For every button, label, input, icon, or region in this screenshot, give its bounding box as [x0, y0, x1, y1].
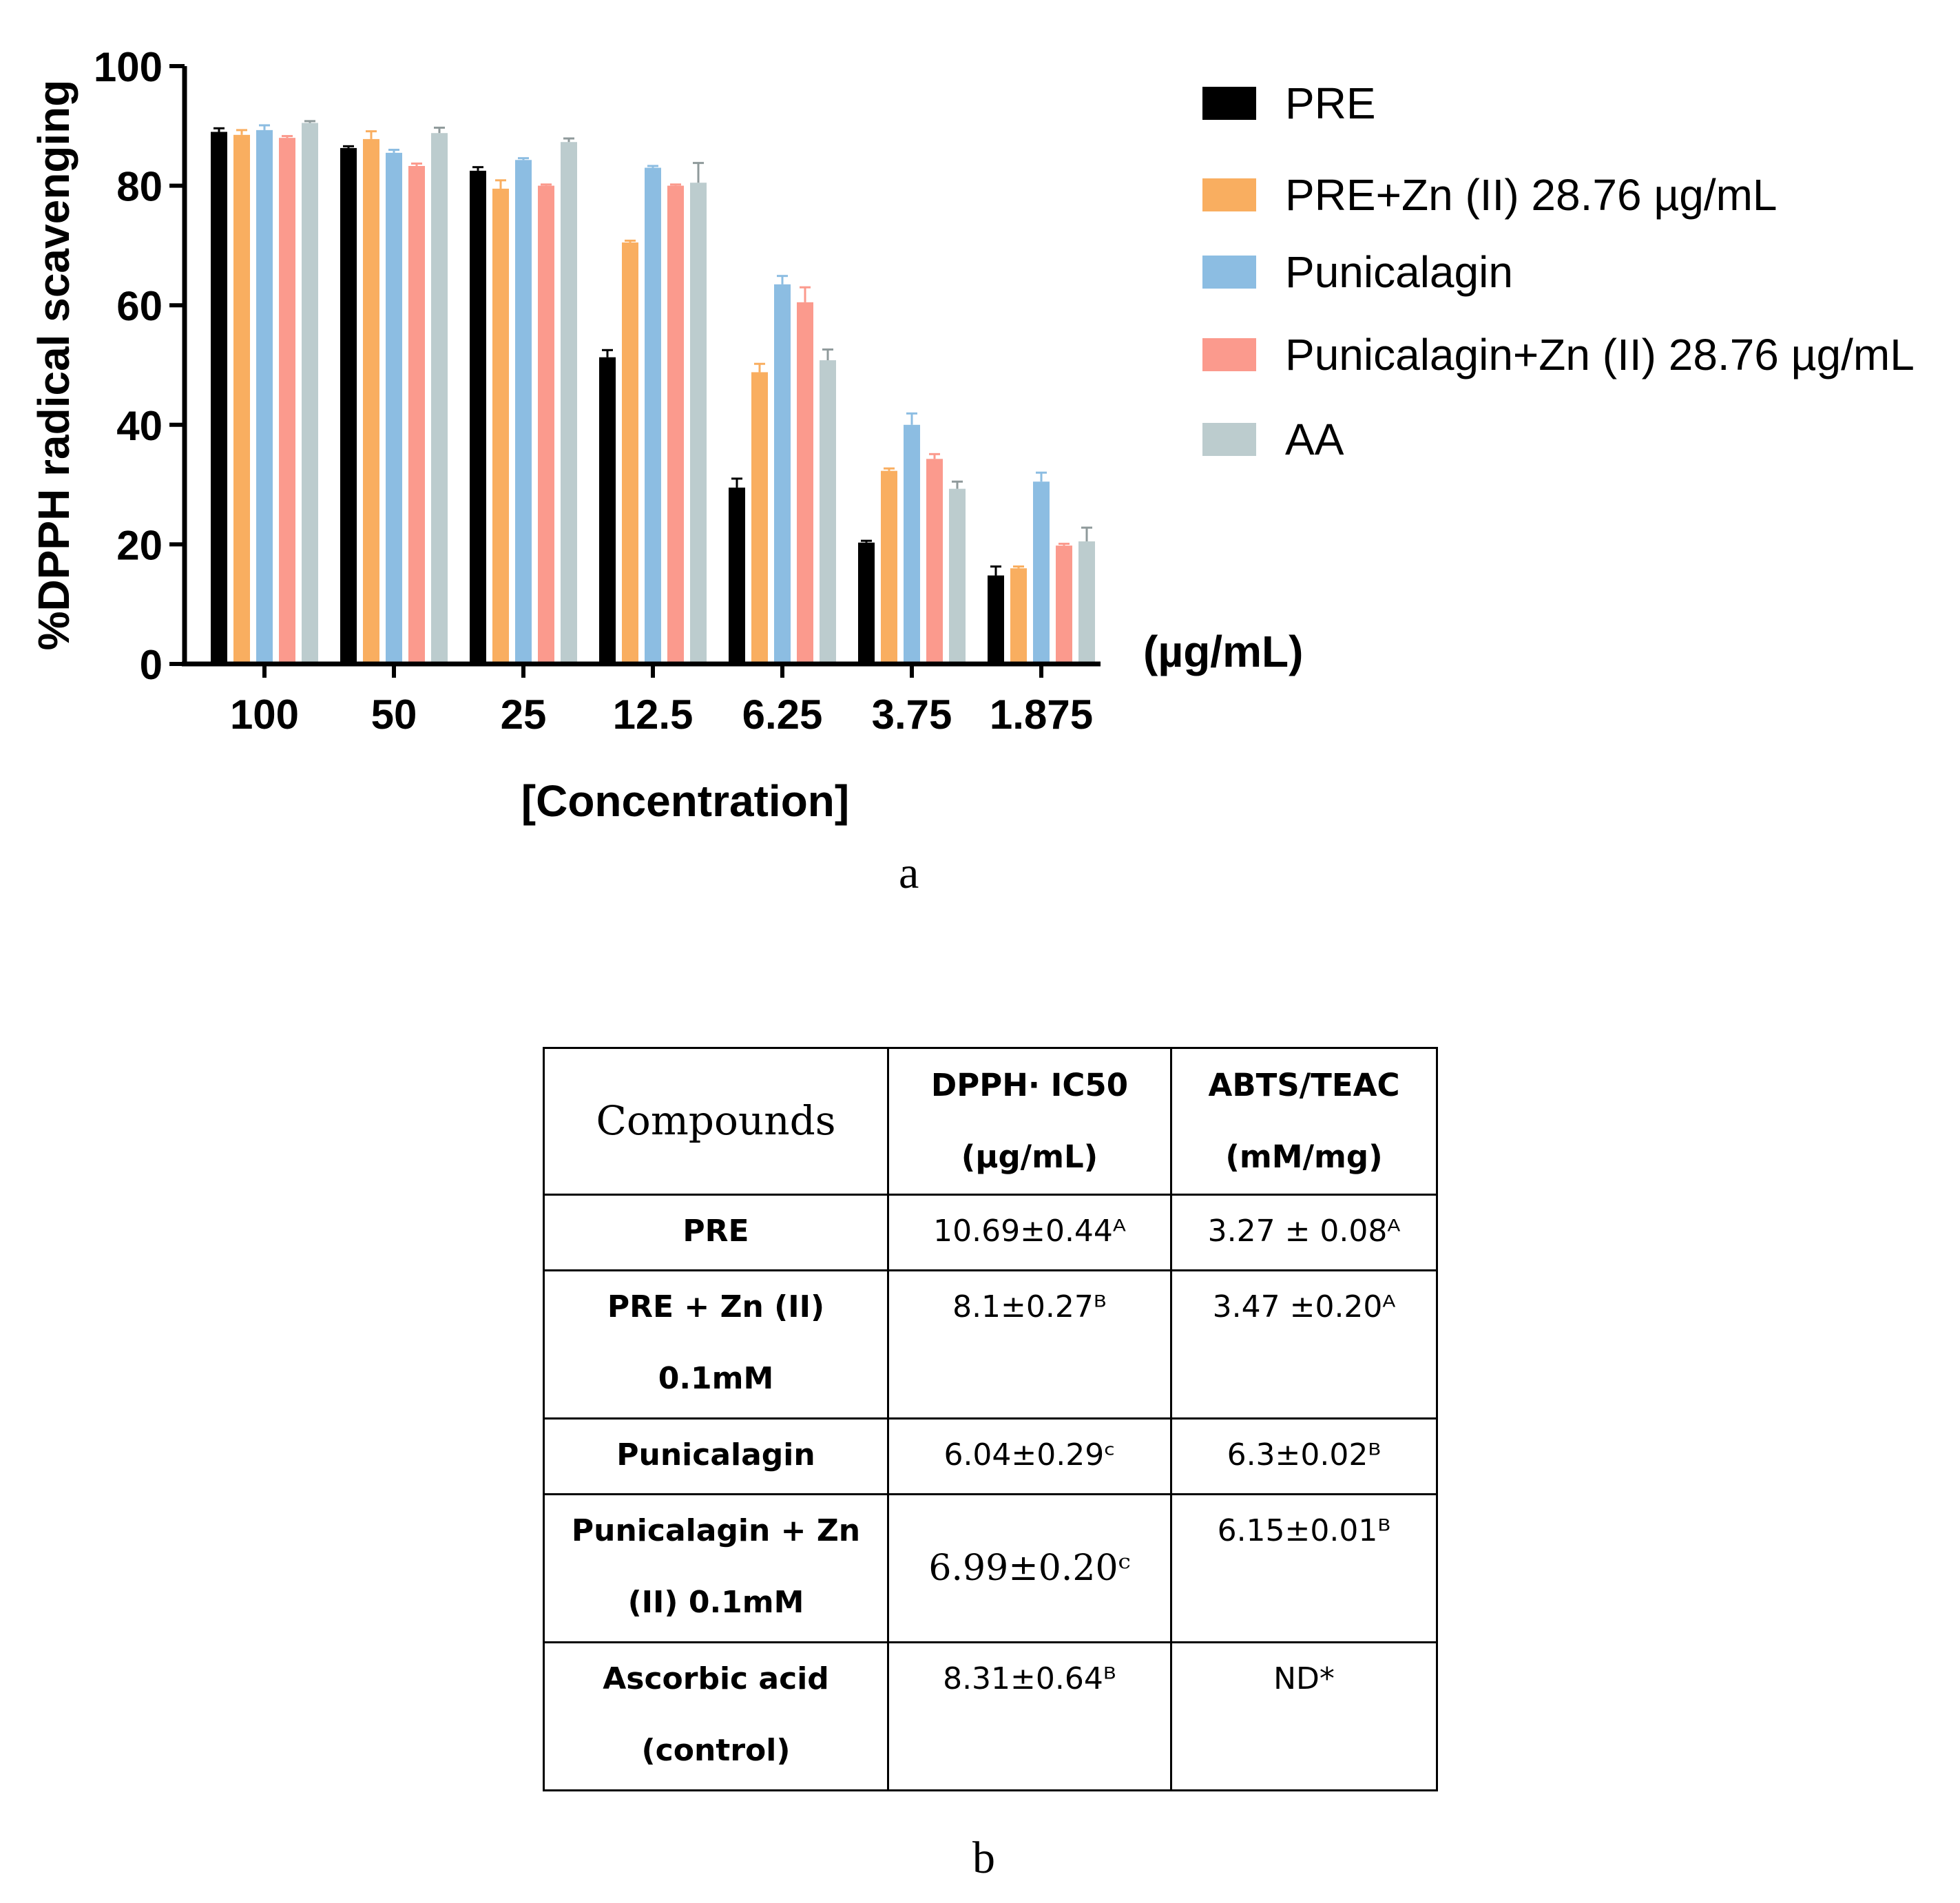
bar: [515, 160, 532, 664]
y-tick-label: 0: [140, 642, 163, 688]
x-axis-title: [Concentration]: [521, 776, 849, 826]
row-teac: 3.27 ± 0.08ᴬ: [1170, 1194, 1438, 1271]
header-dpph-ic50: DPPH· IC50 (µg/mL): [887, 1047, 1172, 1196]
row-name: Punicalagin: [543, 1417, 889, 1495]
y-tick-label: 80: [116, 164, 163, 210]
bar: [431, 133, 448, 664]
legend-label: AA: [1285, 415, 1344, 464]
legend-swatch: [1202, 256, 1256, 289]
bar: [904, 424, 920, 664]
table-row: PRE + Zn (II) 0.1mM 8.1±0.27ᴮ 3.47 ±0.20…: [543, 1269, 1438, 1420]
bar: [1078, 541, 1095, 664]
bar: [1056, 545, 1072, 664]
row-name: Punicalagin + Zn (II) 0.1mM: [543, 1493, 889, 1643]
bars-layer: [211, 123, 1095, 665]
bar: [386, 152, 402, 665]
bar: [1033, 481, 1050, 664]
legend-swatch: [1202, 87, 1256, 120]
table-row: Ascorbic acid (control) 8.31±0.64ᴮ ND*: [543, 1641, 1438, 1791]
y-tick-label: 100: [94, 44, 163, 90]
table-row: PRE 10.69±0.44ᴬ 3.27 ± 0.08ᴬ: [543, 1194, 1438, 1271]
header-compounds: Compounds: [543, 1047, 889, 1196]
bar: [302, 123, 318, 664]
bar: [820, 360, 836, 664]
row-ic50: 6.04±0.29ᶜ: [887, 1417, 1172, 1495]
bar: [363, 138, 379, 664]
bar: [667, 185, 684, 665]
y-tick-label: 40: [116, 403, 163, 449]
dpph-bar-chart: 0 20 40 60 80 100 100 50 25 12.5 6.25 3.75 1.875 %D…: [29, 44, 1915, 826]
x-tick-label: 25: [501, 691, 547, 738]
row-name: PRE: [543, 1194, 889, 1271]
bar: [949, 488, 966, 664]
legend-swatch: [1202, 423, 1256, 456]
bar: [470, 170, 486, 664]
bar: [279, 138, 295, 664]
bar: [645, 167, 661, 664]
legend-label: PRE+Zn (II) 28.76 µg/mL: [1285, 170, 1777, 220]
bar: [690, 183, 707, 664]
antioxidant-table: Compounds DPPH· IC50 (µg/mL) ABTS/TEAC (…: [543, 1047, 1438, 1791]
legend-label: Punicalagin+Zn (II) 28.76 µg/mL: [1285, 330, 1915, 379]
bar: [408, 165, 425, 664]
row-teac: 6.15±0.01ᴮ: [1170, 1493, 1438, 1643]
bar: [797, 302, 813, 664]
bar: [492, 188, 509, 664]
bar: [256, 129, 273, 665]
legend-label: PRE: [1285, 79, 1376, 128]
bar: [926, 459, 943, 664]
panel-label-a: a: [899, 848, 919, 898]
x-tick-label: 3.75: [872, 691, 952, 738]
bar: [1010, 568, 1027, 664]
bar: [599, 357, 616, 664]
x-tick-label: 6.25: [742, 691, 823, 738]
legend-swatch: [1202, 338, 1256, 371]
legend-swatch: [1202, 178, 1256, 211]
x-tick-label: 100: [230, 691, 299, 738]
bar: [881, 470, 897, 664]
y-axis-title: %DPPH radical scavenging: [29, 80, 79, 651]
y-tick-label: 60: [116, 283, 163, 329]
row-name: PRE + Zn (II) 0.1mM: [543, 1269, 889, 1420]
bar: [858, 542, 875, 664]
x-tick-label: 50: [371, 691, 417, 738]
legend-label: Punicalagin: [1285, 247, 1513, 297]
bar: [622, 242, 638, 664]
bar: [211, 132, 227, 665]
bar: [751, 372, 768, 664]
x-tick-label: 12.5: [613, 691, 694, 738]
row-teac: 3.47 ±0.20ᴬ: [1170, 1269, 1438, 1420]
bar: [729, 487, 745, 664]
panel-label-b: b: [972, 1833, 995, 1883]
table-row: Punicalagin 6.04±0.29ᶜ 6.3±0.02ᴮ: [543, 1417, 1438, 1495]
x-ticks-layer: 100 50 25 12.5 6.25 3.75 1.875: [230, 664, 1093, 738]
row-teac: 6.3±0.02ᴮ: [1170, 1417, 1438, 1495]
bar: [774, 284, 791, 664]
table-row: Punicalagin + Zn (II) 0.1mM 6.99±0.20ᶜ 6…: [543, 1493, 1438, 1643]
y-tick-label: 20: [116, 522, 163, 568]
error-bars-layer: [213, 120, 1092, 576]
row-ic50: 8.1±0.27ᴮ: [887, 1269, 1172, 1420]
bar: [988, 575, 1004, 664]
row-ic50: 6.99±0.20ᶜ: [887, 1493, 1172, 1643]
bar: [233, 134, 250, 664]
legend: PRE PRE+Zn (II) 28.76 µg/mL Punicalagin Pun…: [1202, 79, 1915, 464]
row-name: Ascorbic acid (control): [543, 1641, 889, 1791]
row-teac: ND*: [1170, 1641, 1438, 1791]
row-ic50: 10.69±0.44ᴬ: [887, 1194, 1172, 1271]
y-ticks-layer: 0 20 40 60 80 100: [94, 44, 185, 688]
header-abts-teac: ABTS/TEAC (mM/mg): [1170, 1047, 1438, 1196]
x-tick-label: 1.875: [990, 691, 1093, 738]
bar: [538, 185, 554, 665]
bar: [561, 142, 577, 665]
x-axis-unit: (µg/mL): [1143, 627, 1303, 676]
row-ic50: 8.31±0.64ᴮ: [887, 1641, 1172, 1791]
bar: [340, 147, 357, 664]
